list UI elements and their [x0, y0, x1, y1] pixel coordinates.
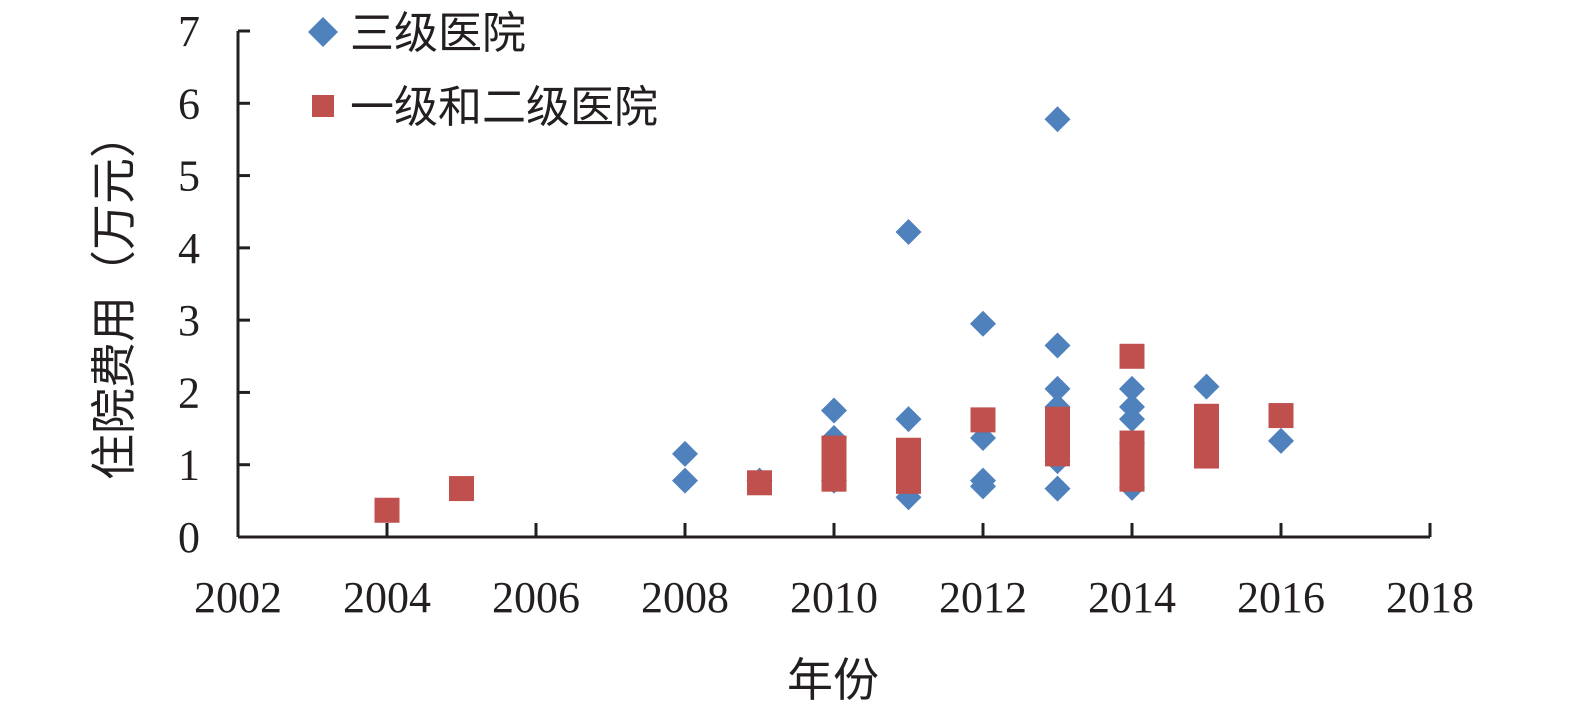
data-point-primary-secondary [1268, 403, 1294, 429]
data-point-primary-secondary [1119, 443, 1145, 469]
legend-marker-primary-secondary [312, 95, 334, 117]
axis-ticks: 0 1 2 3 4 5 6 7 2002 2004 2006 2008 2010 2012 2014 2016… [178, 7, 1474, 622]
data-point-primary-secondary [1045, 441, 1070, 467]
y-tick-label: 7 [178, 7, 200, 56]
data-point-tertiary [1268, 427, 1294, 454]
data-marks [374, 106, 1294, 523]
data-point-tertiary [1119, 375, 1145, 402]
data-point-tertiary [1044, 375, 1071, 402]
y-tick-label: 0 [178, 513, 200, 562]
x-tick-label: 2004 [343, 573, 431, 622]
legend-marker-tertiary [308, 17, 338, 47]
data-point-tertiary [1044, 332, 1071, 359]
y-tick-label: 3 [178, 296, 200, 345]
data-point-tertiary [895, 218, 922, 245]
data-point-tertiary [970, 310, 996, 337]
legend-label: 三级医院 [350, 8, 526, 59]
y-tick-label: 2 [178, 368, 200, 417]
y-tick-label: 5 [178, 152, 200, 201]
data-point-primary-secondary [747, 470, 772, 496]
data-point-primary-secondary [374, 497, 400, 523]
x-axis-title: 年份 [787, 653, 879, 707]
data-point-primary-secondary [821, 466, 847, 492]
y-tick-label: 1 [178, 441, 200, 490]
x-tick-label: 2016 [1237, 573, 1325, 622]
data-point-tertiary [821, 397, 847, 424]
data-point-primary-secondary [1119, 466, 1145, 492]
data-point-primary-secondary [1119, 343, 1145, 369]
x-tick-label: 2002 [194, 573, 282, 622]
y-tick-label: 4 [178, 224, 200, 273]
x-tick-label: 2010 [790, 573, 878, 622]
legend-label: 一级和二级医院 [350, 82, 658, 133]
x-tick-label: 2014 [1088, 573, 1176, 622]
x-tick-label: 2018 [1386, 573, 1474, 622]
data-point-tertiary [672, 467, 698, 494]
data-point-primary-secondary [821, 442, 847, 468]
data-point-tertiary [895, 406, 922, 433]
data-point-primary-secondary [970, 407, 996, 433]
x-tick-label: 2008 [641, 573, 729, 622]
data-point-tertiary [1119, 406, 1145, 433]
y-tick-label: 6 [178, 79, 200, 128]
data-point-tertiary [970, 473, 996, 500]
x-tick-label: 2006 [492, 573, 580, 622]
y-axis-title: 住院费用（万元） [87, 112, 141, 480]
data-point-tertiary [672, 440, 698, 467]
x-tick-label: 2012 [939, 573, 1027, 622]
data-point-tertiary [1044, 475, 1071, 502]
data-point-primary-secondary [449, 476, 474, 502]
data-point-tertiary [1044, 106, 1071, 133]
data-point-primary-secondary [1194, 443, 1219, 469]
data-point-tertiary [1193, 373, 1220, 400]
data-point-primary-secondary [896, 468, 921, 494]
